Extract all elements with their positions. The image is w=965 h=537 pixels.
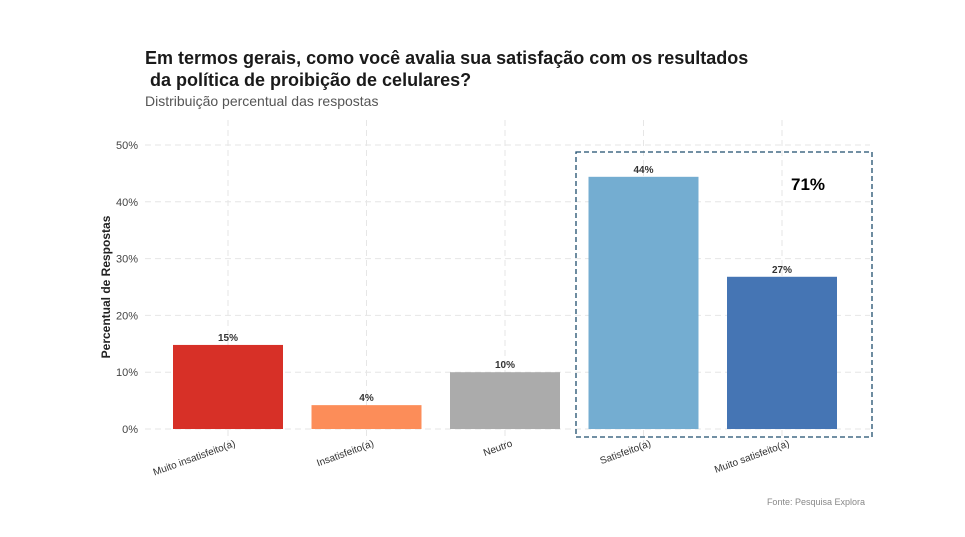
y-tick-label: 10% [116,367,138,379]
x-tick-label: Muito satisfeito(a) [713,438,791,475]
y-tick-label: 50% [116,140,138,152]
data-label: 15% [218,333,238,344]
chart-title-line1: Em termos gerais, como você avalia sua s… [145,48,748,68]
x-tick-label: Insatisfeito(a) [315,438,375,469]
x-tick-label: Satisfeito(a) [599,438,653,467]
highlight-box [575,151,873,438]
y-tick-label: 40% [116,197,138,209]
caption: Fonte: Pesquisa Explora [767,497,865,507]
bar [588,176,699,429]
data-label: 4% [359,393,374,404]
data-label: 27% [772,265,792,276]
bar [727,276,837,429]
bar [173,344,283,429]
bar [450,372,560,429]
x-axis: Muito insatisfeito(a) Insatisfeito(a) Neut… [152,438,791,478]
y-tick-label: 20% [116,310,138,322]
chart-title-line2: da política de proibição de celulares? [145,70,471,90]
bar [311,405,422,429]
data-label: 44% [633,165,653,176]
y-axis-label: Percentual de Respostas [99,215,113,358]
y-tick-label: 0% [122,424,138,436]
y-tick-label: 30% [116,254,138,266]
highlight-total-label: 71% [791,175,825,194]
y-axis: 0% 10% 20% 30% 40% 50% [116,140,138,436]
x-tick-label: Neutro [482,438,514,459]
chart-subtitle: Distribuição percentual das respostas [145,93,378,109]
x-tick-label: Muito insatisfeito(a) [152,438,237,478]
data-label: 10% [495,360,515,371]
bars: 15% 4% 10% 44% 27% [173,165,837,429]
